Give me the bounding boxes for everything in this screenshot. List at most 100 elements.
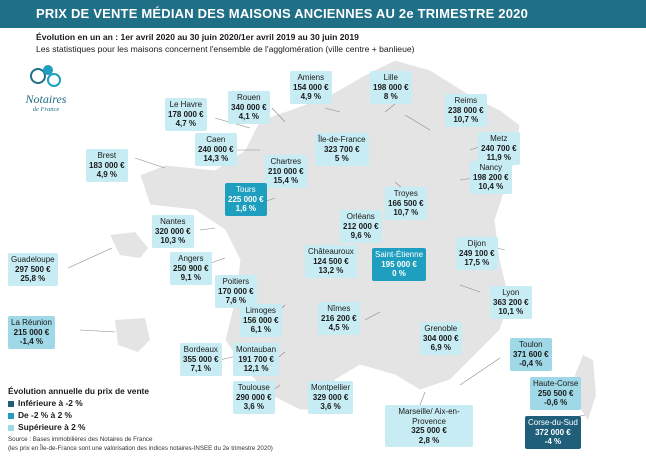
legend-item-mid: De -2 % à 2 %	[8, 410, 72, 420]
city-name: Nîmes	[327, 304, 351, 313]
city-price: 225 000 €	[228, 194, 264, 204]
legend-item-high: Supérieure à 2 %	[8, 422, 86, 432]
subtitle-note: Les statistiques pour les maisons concer…	[36, 44, 415, 54]
city-change: 10,3 %	[160, 236, 186, 246]
city-label-4: Reims 238 000 €10,7 %	[445, 94, 487, 127]
city-change: 2,8 %	[418, 435, 440, 445]
city-name: Troyes	[393, 189, 418, 198]
city-price: 340 000 €	[231, 102, 267, 112]
source-line-2: (les prix en Île-de-France sont une valo…	[8, 445, 273, 452]
city-name: Tours	[236, 185, 256, 194]
city-price: 329 000 €	[312, 392, 349, 402]
city-name: Le Havre	[169, 100, 203, 109]
city-name: Metz	[490, 134, 508, 143]
city-label-13: Orléans 212 000 €9,6 %	[340, 210, 382, 243]
city-label-30: Haute-Corse 250 500 € -0,6 %	[530, 377, 582, 410]
city-label-8: Brest 183 000 €4,9 %	[86, 149, 128, 182]
city-name: Chartres	[270, 157, 302, 166]
city-label-17: Angers 250 900 €9,1 %	[170, 252, 212, 285]
city-price: 154 000 €	[293, 82, 329, 92]
city-name: Corse-du-Sud	[528, 418, 578, 427]
city-name: Bordeaux	[183, 345, 218, 354]
city-price: 178 000 €	[168, 109, 204, 119]
page-title: PRIX DE VENTE MÉDIAN DES MAISONS ANCIENN…	[36, 6, 529, 21]
notaires-logo-icon	[30, 65, 61, 87]
city-change: 4,9 %	[300, 92, 322, 102]
city-label-2: Le Havre 178 000 €4,7 %	[165, 98, 207, 131]
city-change: 9,6 %	[350, 231, 372, 241]
city-change: 14,3 %	[203, 154, 229, 164]
logo-subtext: de France	[32, 106, 60, 113]
legend-swatch-mid	[8, 412, 14, 419]
city-change: 4,1 %	[238, 112, 260, 122]
city-name: Lille	[383, 73, 398, 82]
city-price: 212 000 €	[343, 221, 379, 231]
city-change: 10,1 %	[498, 307, 524, 317]
city-change: 8 %	[383, 92, 398, 102]
city-name: Montpellier	[311, 383, 351, 392]
city-label-11: Tours 225 000 €1,6 %	[225, 183, 267, 216]
guadeloupe-shape	[110, 232, 148, 258]
city-label-10: Nancy 198 200 €10,4 %	[470, 161, 512, 194]
city-label-31: Corse-du-Sud 372 000 € -4 %	[525, 416, 581, 449]
city-change: 25,8 %	[20, 274, 46, 284]
city-price: 198 000 €	[373, 82, 409, 92]
city-change: 3,6 %	[243, 402, 265, 412]
city-price: 210 000 €	[268, 166, 304, 176]
legend-swatch-high	[8, 424, 14, 431]
city-price: 363 200 €	[493, 297, 529, 307]
city-price: 240 000 €	[198, 144, 234, 154]
city-price: 297 500 €	[15, 264, 51, 274]
city-label-19: Poitiers 170 000 €7,6 %	[215, 275, 257, 308]
city-change: 4,5 %	[328, 323, 350, 333]
city-label-23: Grenoble 304 000 €6,9 %	[420, 322, 462, 355]
city-label-5: Caen 240 000 €14,3 %	[195, 133, 237, 166]
city-price: 170 000 €	[218, 286, 254, 296]
city-price: 240 700 €	[481, 143, 517, 153]
city-price: 249 100 €	[459, 248, 495, 258]
legend-item-low: Inférieure à -2 %	[8, 398, 83, 408]
city-label-22: Nîmes 216 200 €4,5 %	[318, 302, 360, 335]
city-label-33: La Réunion 215 000 € -1,4 %	[8, 316, 55, 349]
title-bar: PRIX DE VENTE MÉDIAN DES MAISONS ANCIENN…	[0, 0, 646, 28]
city-change: 6,1 %	[250, 325, 272, 335]
city-change: 15,4 %	[273, 176, 299, 186]
legend-label-mid: De -2 % à 2 %	[18, 410, 72, 420]
city-price: 371 600 €	[513, 349, 549, 359]
city-label-21: Limoges 156 000 €6,1 %	[240, 304, 282, 337]
city-label-12: Troyes 166 500 €10,7 %	[385, 187, 427, 220]
city-price: 124 500 €	[313, 256, 349, 266]
city-change: -4 %	[544, 437, 562, 447]
city-name: Montauban	[236, 345, 277, 354]
city-label-18: Châteauroux 124 500 €13,2 %	[305, 245, 357, 278]
city-price: 290 000 €	[236, 392, 272, 402]
legend-label-low: Inférieure à -2 %	[18, 398, 83, 408]
city-name: Châteauroux	[308, 247, 354, 256]
city-name: La Réunion	[11, 318, 52, 327]
city-label-20: Lyon 363 200 €10,1 %	[490, 286, 532, 319]
city-label-24: Bordeaux 355 000 €7,1 %	[180, 343, 222, 376]
city-change: 17,5 %	[464, 258, 490, 268]
city-price: 216 200 €	[321, 313, 357, 323]
city-change: 1,6 %	[235, 204, 257, 214]
city-change: 5 %	[334, 154, 349, 164]
city-price: 320 000 €	[155, 226, 191, 236]
city-name: Saint-Étienne	[375, 250, 424, 259]
city-label-6: Île-de-France 323 700 €5 %	[315, 133, 369, 166]
city-change: 13,2 %	[318, 266, 344, 276]
logo-wordmark: Notaires	[25, 92, 67, 106]
source-line-1: Source : Bases immobilières des Notaires…	[8, 436, 153, 443]
city-name: Amiens	[297, 73, 325, 82]
city-label-9: Chartres 210 000 €15,4 %	[265, 155, 307, 188]
city-change: -0,6 %	[544, 398, 568, 408]
city-label-16: Saint-Étienne 195 000 €0 %	[372, 248, 427, 281]
city-price: 183 000 €	[89, 160, 125, 170]
city-price: 250 500 €	[537, 388, 574, 398]
city-name: Nantes	[160, 217, 186, 226]
city-name: Île-de-France	[318, 135, 366, 144]
city-label-29: Marseille/ Aix-en-Provence 325 000 €2,8 %	[385, 405, 473, 448]
city-price: 355 000 €	[183, 354, 219, 364]
city-change: 6,9 %	[430, 343, 452, 353]
city-price: 156 000 €	[243, 315, 279, 325]
city-change: -1,4 %	[19, 337, 44, 347]
